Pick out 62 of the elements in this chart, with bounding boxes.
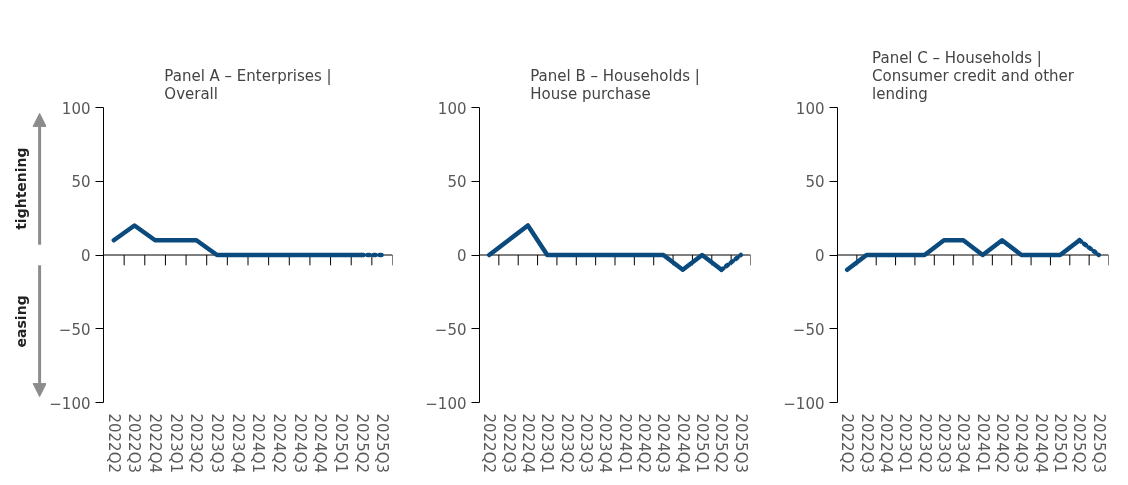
y-tick-label: −100 [783, 394, 825, 413]
y-tick-label: 0 [456, 247, 467, 265]
x-tick-label: 2025Q1 [331, 413, 350, 474]
x-tick-label: 2024Q3 [1012, 413, 1031, 474]
x-tick-label: 2024Q4 [673, 413, 692, 474]
x-tick-label: 2025Q3 [373, 413, 392, 474]
y-tick-label: 50 [805, 173, 825, 192]
x-tick-label: 2022Q3 [857, 413, 876, 474]
y-tick-label: 50 [447, 173, 467, 192]
x-tick-label: 2025Q1 [693, 413, 712, 474]
y-tick-label: 0 [814, 247, 825, 265]
x-tick-label: 2023Q3 [934, 413, 953, 474]
chart-title: Panel A – Enterprises | Overall [164, 66, 332, 103]
x-tick-label: 2023Q4 [596, 413, 615, 474]
x-tick-label: 2023Q4 [228, 413, 247, 474]
y-tick-label: −50 [434, 320, 467, 339]
y-tick-label: 50 [71, 173, 91, 192]
x-tick-label: 2023Q2 [187, 413, 206, 474]
x-tick-label: 2025Q2 [712, 413, 731, 474]
chart-title: Panel C – Households | Consumer credit and other lending [872, 48, 1075, 103]
y-tick-label: −50 [58, 320, 91, 339]
x-tick-label: 2023Q4 [954, 413, 973, 474]
x-tick-label: 2023Q3 [208, 413, 227, 474]
x-tick-label: 2024Q1 [249, 413, 268, 474]
y-tick-label: 0 [80, 247, 91, 265]
x-tick-label: 2025Q3 [731, 413, 750, 474]
x-tick-label: 2024Q4 [311, 413, 330, 474]
x-tick-label: 2024Q1 [615, 413, 634, 474]
y-tick-label: −50 [792, 320, 825, 339]
text: easing [13, 295, 30, 348]
y-tick-label: −100 [425, 394, 467, 413]
x-tick-label: 2024Q3 [654, 413, 673, 474]
x-tick-label: 2025Q2 [352, 413, 371, 474]
x-tick-label: 2024Q2 [993, 413, 1012, 474]
x-tick-label: 2025Q3 [1089, 413, 1108, 474]
x-tick-label: 2024Q3 [290, 413, 309, 474]
x-tick-label: 2024Q4 [1031, 413, 1050, 474]
y-tick-label: 100 [437, 99, 467, 118]
x-tick-label: 2024Q1 [973, 413, 992, 474]
x-tick-label: 2024Q2 [635, 413, 654, 474]
x-tick-label: 2025Q1 [1051, 413, 1070, 474]
x-tick-label: 2022Q4 [146, 413, 165, 474]
x-tick-label: 2022Q3 [125, 413, 144, 474]
x-tick-label: 2023Q2 [915, 413, 934, 474]
y-tick-label: −100 [49, 394, 91, 413]
x-tick-label: 2024Q2 [269, 413, 288, 474]
x-tick-label: 2023Q1 [896, 413, 915, 474]
x-tick-label: 2023Q2 [557, 413, 576, 474]
x-tick-label: 2022Q4 [518, 413, 537, 474]
x-tick-label: 2022Q4 [876, 413, 895, 474]
x-tick-label: 2023Q3 [576, 413, 595, 474]
y-tick-label: 100 [795, 99, 825, 118]
y-tick-label: 100 [61, 99, 91, 118]
text: tightening [13, 147, 30, 230]
x-tick-label: 2022Q2 [838, 413, 857, 474]
x-tick-label: 2025Q2 [1070, 413, 1089, 474]
x-tick-label: 2023Q1 [538, 413, 557, 474]
x-tick-label: 2022Q2 [480, 413, 499, 474]
x-tick-label: 2022Q3 [499, 413, 518, 474]
chart-title: Panel B – Households | House purchase [530, 66, 700, 103]
x-tick-label: 2023Q1 [166, 413, 185, 474]
x-tick-label: 2022Q2 [104, 413, 123, 474]
